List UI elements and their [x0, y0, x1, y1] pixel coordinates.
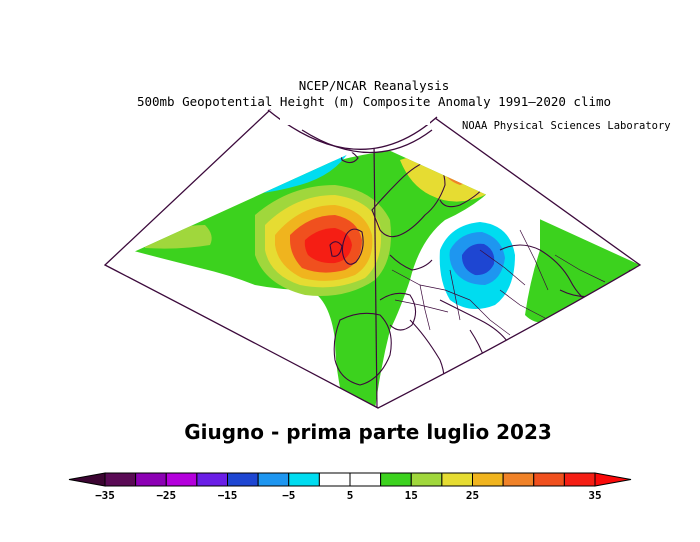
colorbar-swatch: [135, 472, 167, 487]
colorbar-swatch: [563, 472, 596, 487]
pole-arc: [301, 129, 433, 154]
central-meridian: [373, 142, 378, 409]
colorbar-swatch: [441, 472, 473, 487]
anomaly-region-blue-e: [462, 243, 495, 276]
colorbar-tick-label: 35: [588, 489, 601, 502]
colorbar-swatch: [165, 472, 198, 487]
colorbar-tick-label: −25: [156, 489, 176, 502]
pole-cover: [280, 95, 430, 125]
colorbar-swatch: [288, 472, 320, 487]
colorbar-swatch: [318, 472, 351, 487]
colorbar-swatch: [472, 472, 504, 487]
credit-text: NOAA Physical Sciences Laboratory: [462, 120, 671, 132]
colorbar-swatch: [104, 472, 137, 487]
colorbar-tick-label: −15: [218, 489, 238, 502]
colorbar-tick-label: −35: [95, 489, 115, 502]
title-line-1: NCEP/NCAR Reanalysis: [298, 78, 450, 93]
chart-title-block: NCEP/NCAR Reanalysis 500mb Geopotential …: [0, 78, 700, 110]
colorbar-swatch: [227, 472, 259, 487]
colorbar-swatch: [349, 472, 382, 487]
colorbar-swatch: [533, 472, 565, 487]
anomaly-region-red: [304, 228, 352, 264]
colorbar-tick-label: 5: [347, 489, 354, 502]
colorbar-tick-label: 15: [405, 489, 418, 502]
colorbar-swatch: [257, 472, 290, 487]
colorbar-high-arrow: [594, 472, 632, 487]
colorbar-swatch: [502, 472, 535, 487]
colorbar-swatch: [410, 472, 443, 487]
country-borders: [391, 229, 621, 336]
colorbar-low-arrow: [68, 472, 106, 487]
colorbar-swatch: [380, 472, 412, 487]
title-line-2: 500mb Geopotential Height (m) Composite …: [136, 94, 612, 109]
anomaly-region-green-east: [525, 215, 640, 323]
colorbar-tick-label: −5: [282, 489, 295, 502]
anomaly-region-lightgreen: [145, 225, 212, 249]
caption-text: Giugno - prima parte luglio 2023: [184, 420, 552, 444]
colorbar-swatch: [196, 472, 228, 487]
colorbar-tick-label: 25: [466, 489, 479, 502]
